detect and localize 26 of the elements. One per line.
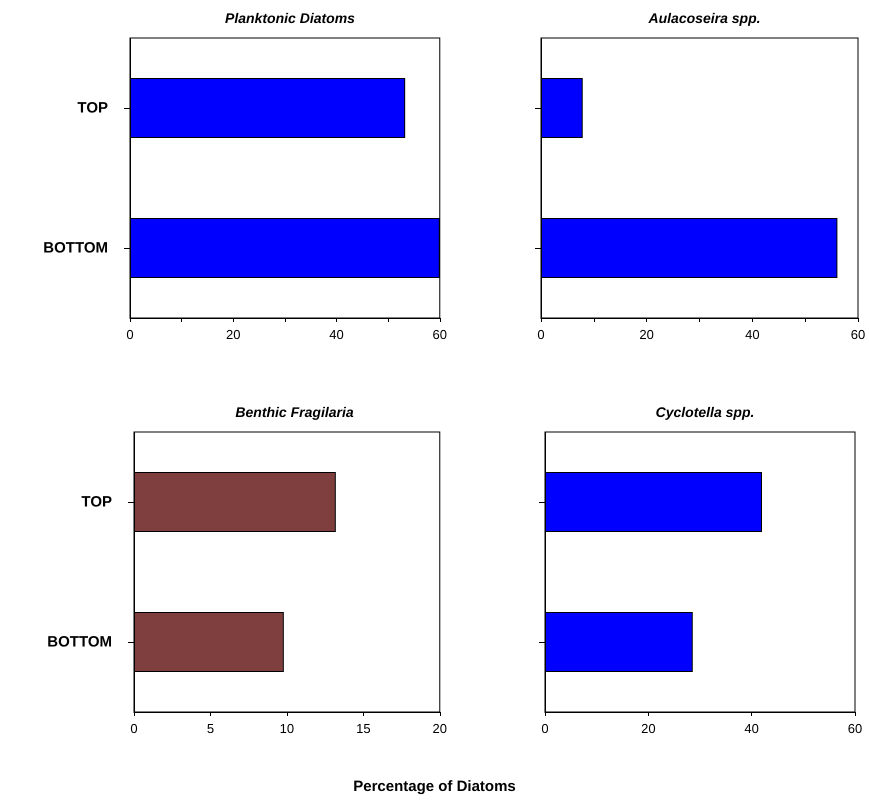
x-tick-label: 20 (432, 721, 448, 736)
chart-title: Planktonic Diatoms (225, 10, 356, 26)
x-axis-title: Percentage of Diatoms (352, 778, 517, 795)
y-tick-label: BOTTOM (43, 240, 108, 256)
x-tick-label: 0 (126, 327, 134, 342)
x-tick-label: 20 (639, 327, 654, 342)
x-tick-label: 0 (541, 721, 549, 736)
chart-title: Aulacoseira spp. (647, 10, 761, 26)
x-tick-label: 40 (329, 327, 344, 342)
chart-title: Benthic Fragilaria (235, 404, 354, 420)
y-tick-label: BOTTOM (47, 634, 112, 650)
x-tick-label: 10 (280, 721, 294, 736)
x-tick-label: 0 (537, 327, 545, 342)
x-tick-label: 60 (848, 721, 862, 736)
x-tick-label: 15 (356, 721, 371, 736)
y-tick-label: TOP (77, 100, 108, 116)
x-tick-label: 5 (206, 721, 214, 736)
x-tick-label: 20 (641, 721, 656, 736)
x-tick-label: 0 (130, 721, 138, 736)
x-tick-label: 20 (226, 327, 240, 342)
y-tick-label: TOP (81, 494, 112, 510)
x-tick-label: 60 (850, 327, 866, 342)
x-tick-label: 40 (744, 721, 759, 736)
x-tick-label: 60 (432, 327, 448, 342)
chart-title: Cyclotella spp. (656, 404, 754, 420)
x-tick-label: 40 (745, 327, 760, 342)
